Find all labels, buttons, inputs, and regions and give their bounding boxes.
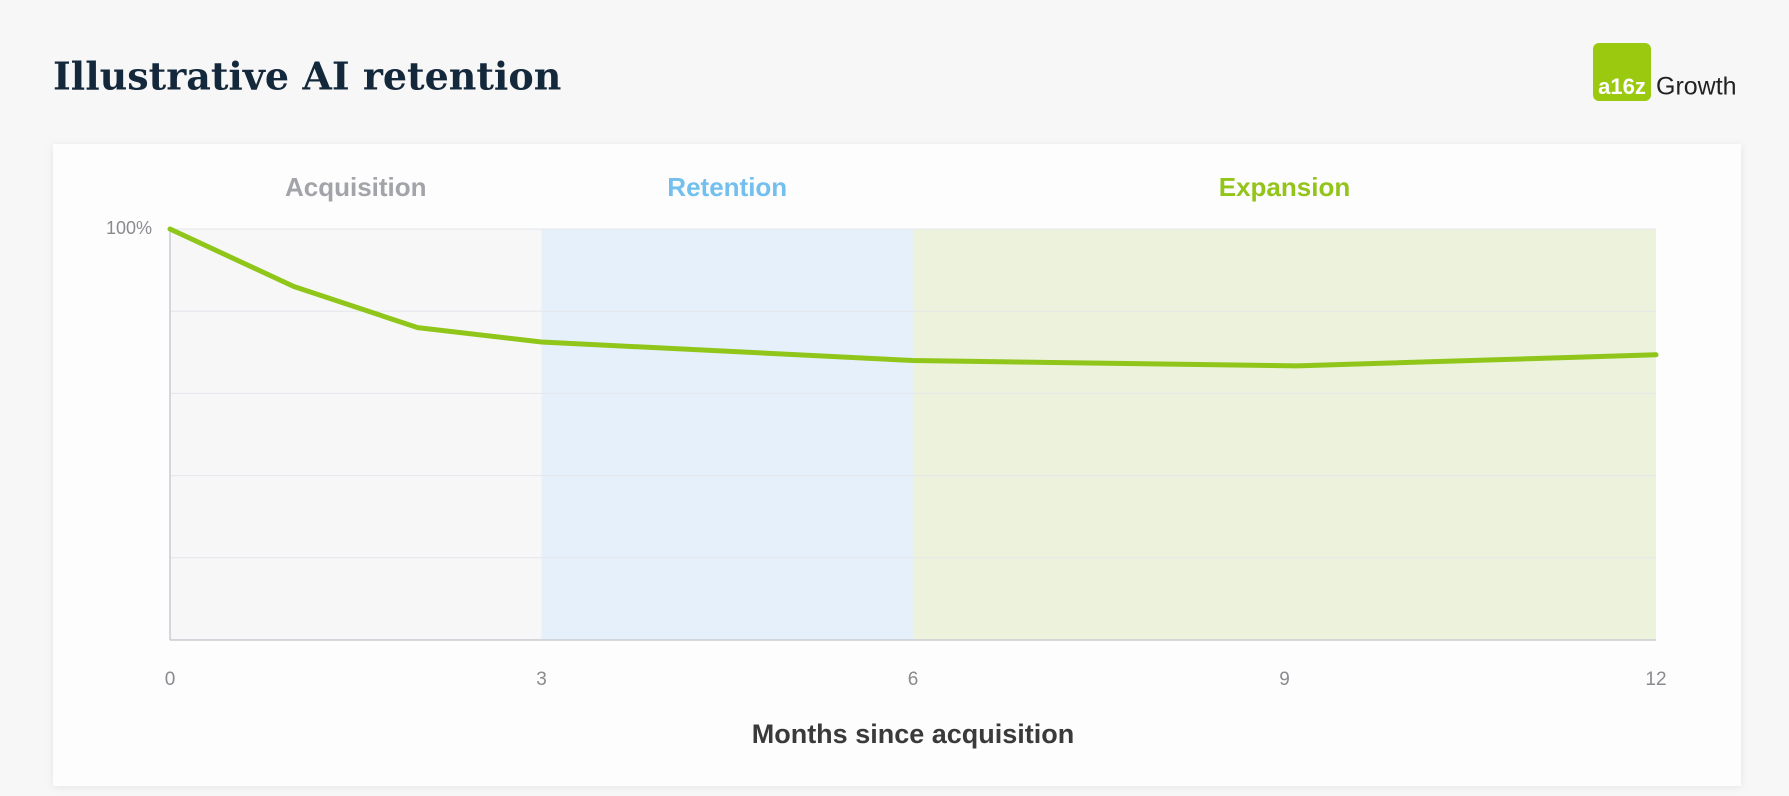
- x-tick-label: 6: [908, 669, 919, 690]
- x-tick-label: 3: [536, 669, 547, 690]
- x-tick-label: 0: [165, 669, 176, 690]
- series-line: [167, 226, 1659, 369]
- plot: Acquisition Retention Expansion 100% 0 3 6 9 12: [106, 172, 1667, 690]
- logo-box: [1593, 43, 1651, 101]
- x-axis-title: Months since acquisition: [752, 719, 1075, 749]
- phase-label: Expansion: [1219, 172, 1350, 202]
- logo-text: Growth: [1656, 73, 1737, 101]
- y-tick-label: 100%: [106, 218, 152, 238]
- x-tick-label: 9: [1279, 669, 1290, 690]
- phase-label: Acquisition: [285, 172, 427, 202]
- phase-band: [913, 229, 1656, 640]
- phase-band: [170, 229, 542, 640]
- logo-mark: a16z: [1598, 74, 1646, 99]
- chart-title: Illustrative AI retention: [53, 54, 561, 99]
- phase-band: [541, 229, 913, 640]
- x-tick-label: 12: [1645, 669, 1666, 690]
- phase-label: Retention: [667, 172, 787, 202]
